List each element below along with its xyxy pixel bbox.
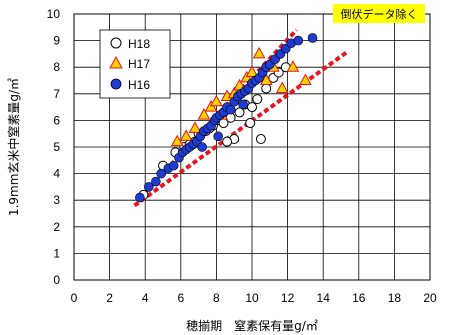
grid-lines (74, 14, 430, 280)
y-tick-label: 8 (53, 60, 60, 74)
point-h16 (307, 33, 318, 43)
point-h17 (286, 60, 300, 72)
y-tick-labels: 0 1 2 3 4 5 6 7 8 9 10 (47, 7, 61, 287)
annotation-text: 倒伏データ除く (341, 7, 418, 21)
point-h18 (245, 118, 256, 129)
y-tick-label: 6 (53, 113, 60, 127)
legend-label-h18: H18 (128, 37, 150, 51)
legend-marker-h17 (109, 55, 123, 69)
y-tick-label: 4 (53, 167, 60, 181)
point-h16 (238, 99, 248, 110)
x-tick-label: 16 (352, 291, 366, 305)
legend-marker-h16 (110, 78, 122, 90)
x-tick-label: 2 (106, 291, 113, 305)
y-tick-label: 5 (53, 140, 60, 154)
legend-label-h16: H16 (128, 78, 150, 92)
legend-label-h17: H17 (128, 57, 150, 71)
annotation-background (333, 4, 425, 23)
point-h17 (197, 108, 211, 120)
legend-marker-h18 (110, 37, 122, 49)
x-tick-label: 20 (423, 291, 437, 305)
point-h18 (255, 134, 266, 145)
x-tick-label: 14 (317, 291, 331, 305)
x-tick-labels: 0 2 4 6 8 10 12 14 16 18 20 (71, 291, 437, 305)
y-tick-label: 9 (53, 34, 60, 48)
point-h16 (213, 131, 223, 142)
reference-line-2 (133, 49, 350, 208)
y-tick-label: 1 (53, 246, 60, 260)
point-h16 (168, 160, 179, 171)
x-tick-label: 18 (388, 291, 402, 305)
x-tick-label: 12 (281, 291, 295, 305)
x-tick-label: 4 (142, 291, 149, 305)
y-tick-label: 0 (53, 273, 60, 287)
point-h18 (247, 102, 257, 113)
point-h16 (135, 192, 145, 203)
data-points (135, 33, 318, 203)
y-tick-label: 7 (53, 87, 60, 101)
x-tick-label: 0 (71, 291, 78, 305)
point-h17 (188, 121, 202, 133)
point-h16 (197, 142, 207, 152)
point-h16 (143, 182, 154, 192)
point-h16 (225, 104, 236, 115)
point-h18 (234, 107, 245, 118)
x-tick-label: 8 (213, 291, 220, 305)
point-h17 (179, 129, 193, 141)
x-axis-title: 穂揃期 窒素保有量g/㎡ (186, 318, 318, 333)
point-h18 (252, 94, 263, 105)
annotation-box: 倒伏データ除く (333, 4, 425, 23)
point-h18 (222, 136, 233, 147)
point-h17 (252, 46, 266, 59)
point-h17 (299, 73, 312, 85)
point-h17 (210, 94, 223, 107)
point-h16 (151, 176, 161, 187)
point-h16 (156, 168, 167, 179)
y-tick-label: 10 (47, 7, 61, 21)
y-tick-label: 3 (53, 193, 60, 207)
x-tick-label: 6 (177, 291, 184, 305)
point-h18 (261, 83, 272, 94)
y-tick-label: 2 (53, 220, 60, 234)
y-axis-title: 1.9mm玄米中窒素量g/㎡ (6, 78, 21, 216)
x-tick-label: 10 (245, 291, 259, 305)
legend: H18 H17 H16 (99, 29, 171, 99)
point-h16 (293, 35, 304, 46)
point-h17 (275, 81, 289, 93)
point-h17 (245, 65, 259, 78)
